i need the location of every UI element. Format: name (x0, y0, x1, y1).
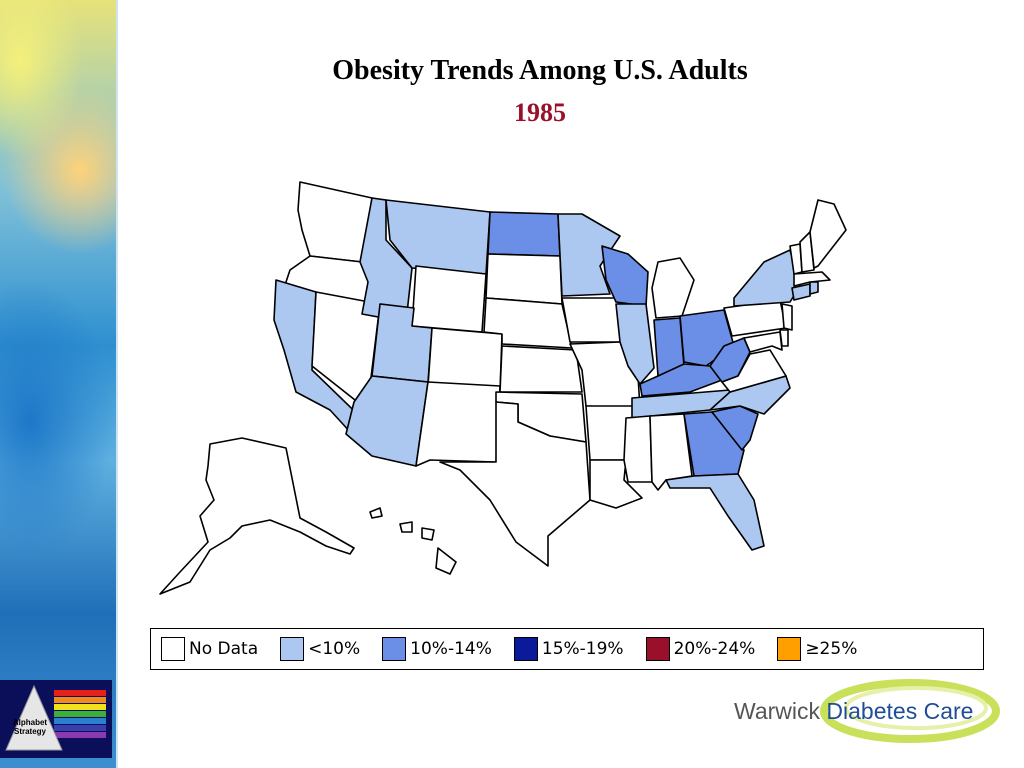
legend-item-15-19: 15%-19% (513, 637, 624, 661)
state-nm (415, 381, 501, 467)
decorative-side-strip (0, 0, 116, 768)
state-wa (297, 181, 373, 263)
slide-title: Obesity Trends Among U.S. Adults (332, 55, 748, 86)
state-nd (487, 211, 561, 257)
legend-swatch (777, 637, 802, 661)
state-wy (411, 265, 487, 333)
state-ak (159, 437, 355, 595)
legend-label: 10%-14% (410, 639, 492, 659)
legend-swatch (382, 637, 407, 661)
legend-label: No Data (189, 639, 259, 659)
alphabet-strategy-logo: Alphabet Strategy (0, 680, 112, 758)
legend-item-lt10: <10% (280, 637, 360, 661)
map-legend: No Data <10% 10%-14% 15%-19% 20%-24% ≥25… (150, 628, 984, 670)
pyramid-icon (5, 684, 106, 751)
legend-swatch (645, 637, 670, 661)
state-va (721, 349, 787, 393)
brand-prefix: Warwick (734, 698, 821, 724)
state-fl (665, 473, 765, 551)
legend-item-20-24: 20%-24% (645, 637, 756, 661)
legend-swatch (513, 637, 538, 661)
swoosh-icon (820, 679, 1000, 743)
state-nj (781, 303, 793, 331)
state-ne (483, 297, 573, 349)
legend-item-10-14: 10%-14% (382, 637, 492, 661)
state-ny (733, 249, 801, 307)
state-ri (809, 281, 819, 295)
state-ks (499, 345, 583, 393)
legend-item-no-data: No Data (161, 637, 258, 661)
legend-label: <10% (308, 639, 361, 659)
warwick-brand-logo: Warwick Diabetes Care (730, 676, 1010, 746)
state-ga (683, 411, 745, 477)
legend-label: 20%-24% (673, 639, 756, 659)
state-de (779, 329, 789, 347)
state-sd (485, 253, 563, 305)
side-divider (116, 0, 118, 768)
legend-item-ge25: ≥25% (777, 637, 857, 661)
legend-label: ≥25% (805, 639, 858, 659)
legend-label: 15%-19% (541, 639, 624, 659)
state-wi (601, 245, 649, 307)
brand-name: Diabetes Care (826, 698, 974, 724)
legend-swatch (161, 637, 185, 661)
state-hi (369, 507, 457, 575)
legend-swatch (280, 637, 305, 661)
slide-year: 1985 (514, 98, 566, 127)
state-md (743, 331, 783, 353)
state-mn (557, 213, 621, 297)
state-ct (791, 283, 811, 301)
state-tx (439, 401, 591, 567)
state-mi (651, 257, 695, 319)
us-map (150, 170, 870, 610)
logo-text: Alphabet Strategy (12, 718, 48, 736)
state-ma (793, 271, 831, 287)
state-ms (623, 415, 653, 483)
state-me (809, 199, 847, 269)
